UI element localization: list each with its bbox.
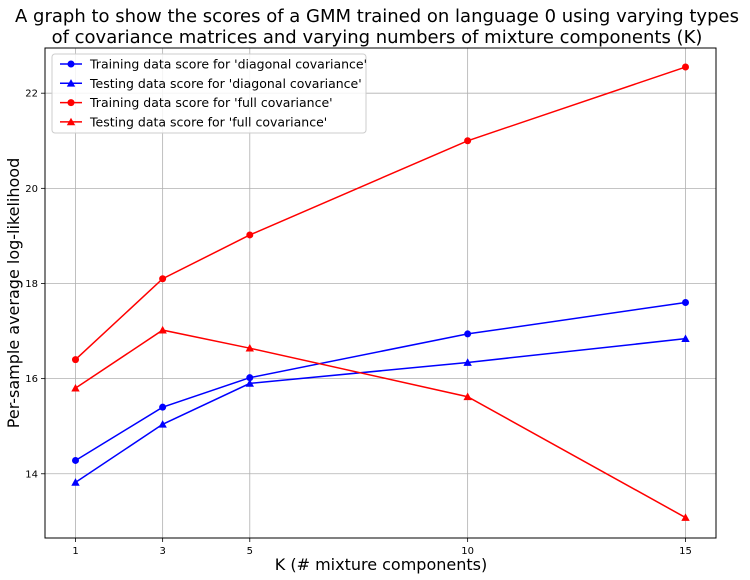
series-4 (71, 325, 690, 521)
plot-area-frame (44, 47, 717, 539)
legend-marker (66, 117, 76, 126)
chart-title-line-2: of covariance matrices and varying numbe… (52, 27, 703, 48)
data-point-triangle (71, 478, 80, 486)
legend-item: Training data score for 'full covariance… (60, 95, 333, 110)
data-point-circle (464, 330, 472, 338)
legend-item: Testing data score for 'full covariance' (60, 114, 327, 129)
series-line (75, 301, 686, 462)
y-tick-label: 14 (25, 469, 38, 480)
legend-marker (67, 60, 75, 68)
x-tick-label: 3 (159, 546, 165, 557)
y-tick-label: 20 (25, 184, 38, 195)
data-point-circle (72, 356, 79, 364)
legend-box (51, 53, 367, 134)
data-point-circle (682, 299, 689, 307)
legend-label: Training data score for 'full covariance… (89, 95, 333, 110)
data-point-circle (159, 275, 167, 283)
series-2 (71, 334, 690, 486)
y-tick-label: 22 (25, 89, 38, 100)
x-tick-label: 15 (679, 546, 692, 557)
data-point-triangle (681, 334, 690, 343)
data-point-triangle (245, 343, 254, 352)
data-point-triangle (158, 420, 167, 428)
data-point-triangle (463, 358, 472, 366)
legend-item: Training data score for 'diagonal covari… (60, 57, 367, 72)
legend-label: Testing data score for 'diagonal covaria… (89, 76, 362, 91)
data-point-circle (682, 63, 689, 71)
legend: Training data score for 'diagonal covari… (51, 53, 367, 134)
y-tick-label: 18 (25, 279, 38, 290)
data-point-triangle (463, 392, 472, 401)
legend-label: Testing data score for 'full covariance' (89, 114, 327, 129)
x-axis-label: K (# mixture components) (275, 555, 487, 574)
legend-item: Testing data score for 'diagonal covaria… (60, 76, 362, 91)
series-group (71, 63, 690, 521)
data-point-triangle (71, 383, 80, 392)
data-point-circle (246, 374, 254, 382)
data-point-circle (72, 456, 79, 464)
legend-marker (67, 99, 75, 107)
series-line (75, 337, 686, 483)
y-tick-label: 16 (25, 374, 38, 385)
data-point-triangle (158, 325, 167, 334)
data-point-circle (159, 403, 167, 411)
data-point-circle (464, 137, 472, 145)
data-point-triangle (245, 379, 254, 387)
chart-title-line-1: A graph to show the scores of a GMM trai… (15, 6, 739, 27)
legend-label: Training data score for 'diagonal covari… (89, 57, 367, 72)
data-point-circle (246, 231, 254, 239)
y-axis-label: Per-sample average log-likelihood (4, 158, 23, 428)
legend-marker (66, 79, 76, 87)
series-line (75, 329, 686, 519)
series-1 (72, 299, 689, 464)
x-tick-label: 5 (247, 546, 253, 557)
x-tick-label: 10 (461, 546, 474, 557)
axis-ticks: 1 3 5 10 15 14 16 18 20 22 (25, 89, 692, 557)
data-point-triangle (681, 513, 690, 521)
x-tick-label: 1 (72, 546, 78, 557)
series-3 (72, 63, 689, 364)
